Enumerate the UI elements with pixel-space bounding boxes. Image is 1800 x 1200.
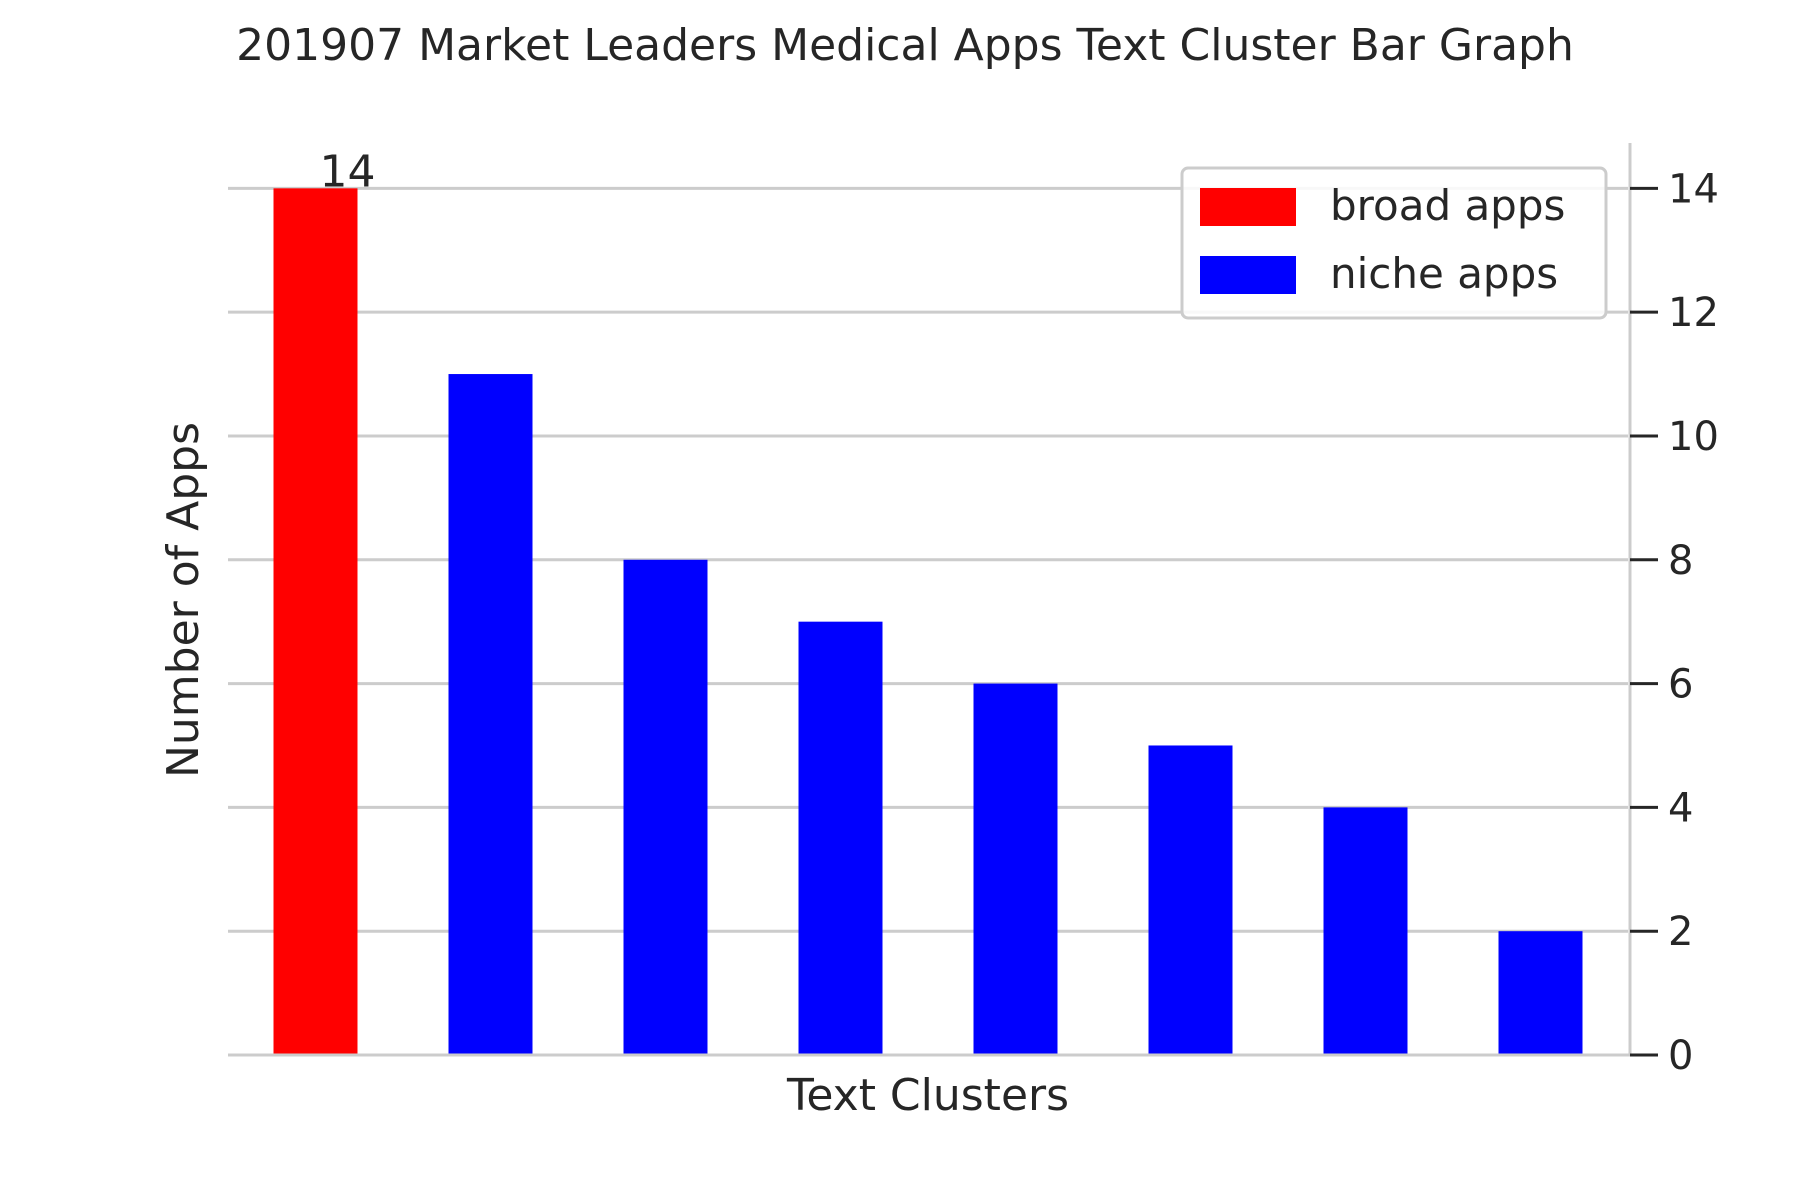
x-axis-label: Text Clusters <box>786 1070 1069 1121</box>
y-tick-label-12: 12 <box>1668 290 1719 336</box>
bar-niche-apps-7 <box>1498 931 1583 1055</box>
data-label-0: 14 <box>320 146 376 197</box>
y-tick-label-8: 8 <box>1668 538 1693 584</box>
y-axis-label: Number of Apps <box>158 422 209 778</box>
y-tick-label-4: 4 <box>1668 785 1693 831</box>
bar-niche-apps-2 <box>623 559 708 1055</box>
legend-label-niche-apps: niche apps <box>1330 249 1558 298</box>
bar-niche-apps-5 <box>1148 745 1233 1055</box>
legend-swatch-niche-apps <box>1200 256 1296 294</box>
bar-niche-apps-6 <box>1323 807 1408 1055</box>
bar-niche-apps-4 <box>973 683 1058 1055</box>
legend-swatch-broad-apps <box>1200 188 1296 226</box>
y-tick-label-2: 2 <box>1668 909 1693 955</box>
chart-title: 201907 Market Leaders Medical Apps Text … <box>236 20 1574 71</box>
y-tick-label-10: 10 <box>1668 414 1719 460</box>
bar-broad-apps-0 <box>273 188 358 1056</box>
y-tick-label-0: 0 <box>1668 1033 1693 1079</box>
y-tick-label-14: 14 <box>1668 166 1719 212</box>
bar-niche-apps-3 <box>798 621 883 1055</box>
y-tick-label-6: 6 <box>1668 662 1693 708</box>
bar-niche-apps-1 <box>448 374 533 1055</box>
legend-label-broad-apps: broad apps <box>1330 181 1565 230</box>
